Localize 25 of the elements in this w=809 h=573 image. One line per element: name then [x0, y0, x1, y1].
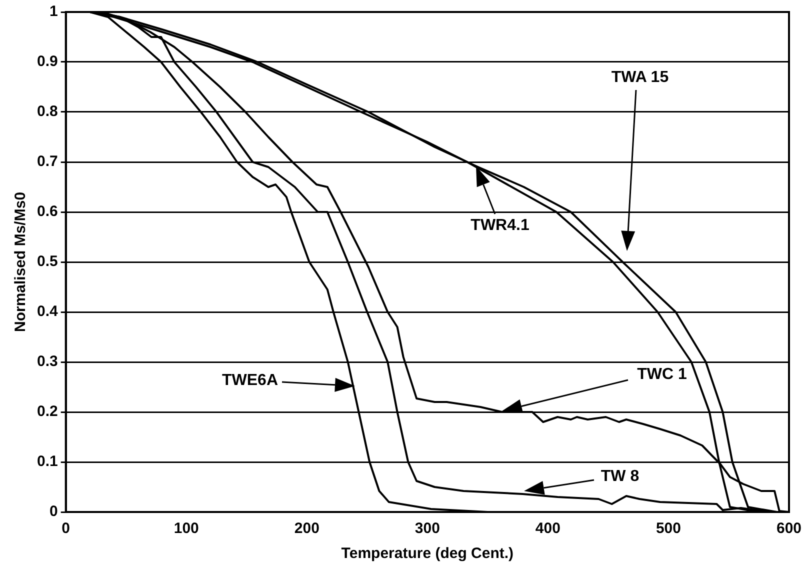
y-tick-label: 0.3: [36, 353, 58, 370]
y-tick-label: 0.2: [36, 403, 58, 420]
y-tick-label: 1: [50, 3, 58, 20]
annotation: TWA 15: [611, 69, 669, 87]
x-tick-label: 500: [656, 520, 681, 538]
annotation: TW 8: [600, 468, 640, 486]
y-tick-label: 0.5: [36, 253, 58, 270]
x-axis-title: Temperature (deg Cent.): [341, 545, 514, 562]
x-tick-label: 100: [174, 520, 199, 538]
y-axis-title: Normalised Ms/Ms0: [12, 192, 30, 332]
x-tick-label: 300: [414, 520, 440, 538]
x-tick-label: 400: [535, 520, 560, 538]
annotation: TWR4.1: [470, 217, 530, 235]
annotation: TWC 1: [637, 366, 687, 384]
x-tick-label: 0: [62, 520, 70, 538]
y-tick-label: 0.1: [36, 453, 58, 470]
y-tick-label: 0.8: [36, 103, 58, 120]
y-tick-label: 0.4: [36, 303, 58, 320]
y-tick-label: 0.9: [36, 53, 58, 70]
y-tick-label: 0: [50, 503, 58, 520]
y-tick-label: 0.6: [36, 203, 58, 220]
y-tick-label: 0.7: [36, 153, 58, 170]
x-tick-label: 200: [294, 520, 320, 538]
x-tick-label: 600: [776, 520, 802, 538]
annotation: TWE6A: [222, 372, 278, 390]
